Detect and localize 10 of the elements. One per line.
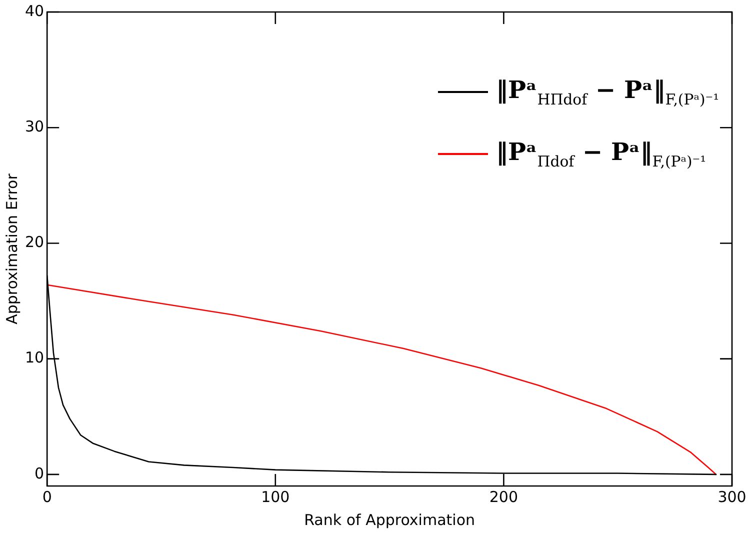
y-tick-label: 30 (24, 118, 44, 136)
x-axis-title: Rank of Approximation (304, 510, 476, 529)
y-tick-label: 10 (24, 348, 44, 367)
y-tick-label: 40 (24, 2, 44, 20)
y-tick-label: 20 (24, 233, 44, 252)
x-tick-label: 200 (489, 488, 518, 506)
y-axis-title: Approximation Error (2, 172, 21, 324)
y-tick-label: 0 (34, 464, 44, 482)
x-tick-label: 100 (261, 488, 290, 506)
x-tick-label: 300 (718, 488, 746, 506)
